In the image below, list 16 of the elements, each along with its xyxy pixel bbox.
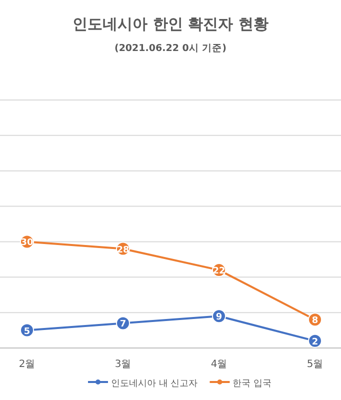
x-tick-label: 3월 (114, 359, 132, 370)
data-label: 5 (24, 326, 30, 337)
data-label: 2 (312, 337, 318, 348)
legend-label: 인도네시아 내 신고자 (111, 379, 198, 389)
data-label: 7 (120, 320, 126, 330)
data-label: 28 (116, 245, 130, 256)
chart-title: 인도네시아 한인 확진자 현황 (72, 15, 268, 33)
chart-subtitle: (2021.06.22 0시 기준) (114, 43, 227, 54)
legend-label: 한국 입국 (232, 379, 272, 389)
data-label: 22 (212, 266, 226, 277)
data-label: 9 (216, 312, 222, 323)
data-label: 30 (20, 238, 34, 248)
x-tick-label: 5월 (306, 359, 324, 370)
x-tick-label: 2월 (18, 359, 36, 370)
data-label: 8 (312, 316, 318, 326)
x-tick-label: 4월 (210, 359, 228, 370)
